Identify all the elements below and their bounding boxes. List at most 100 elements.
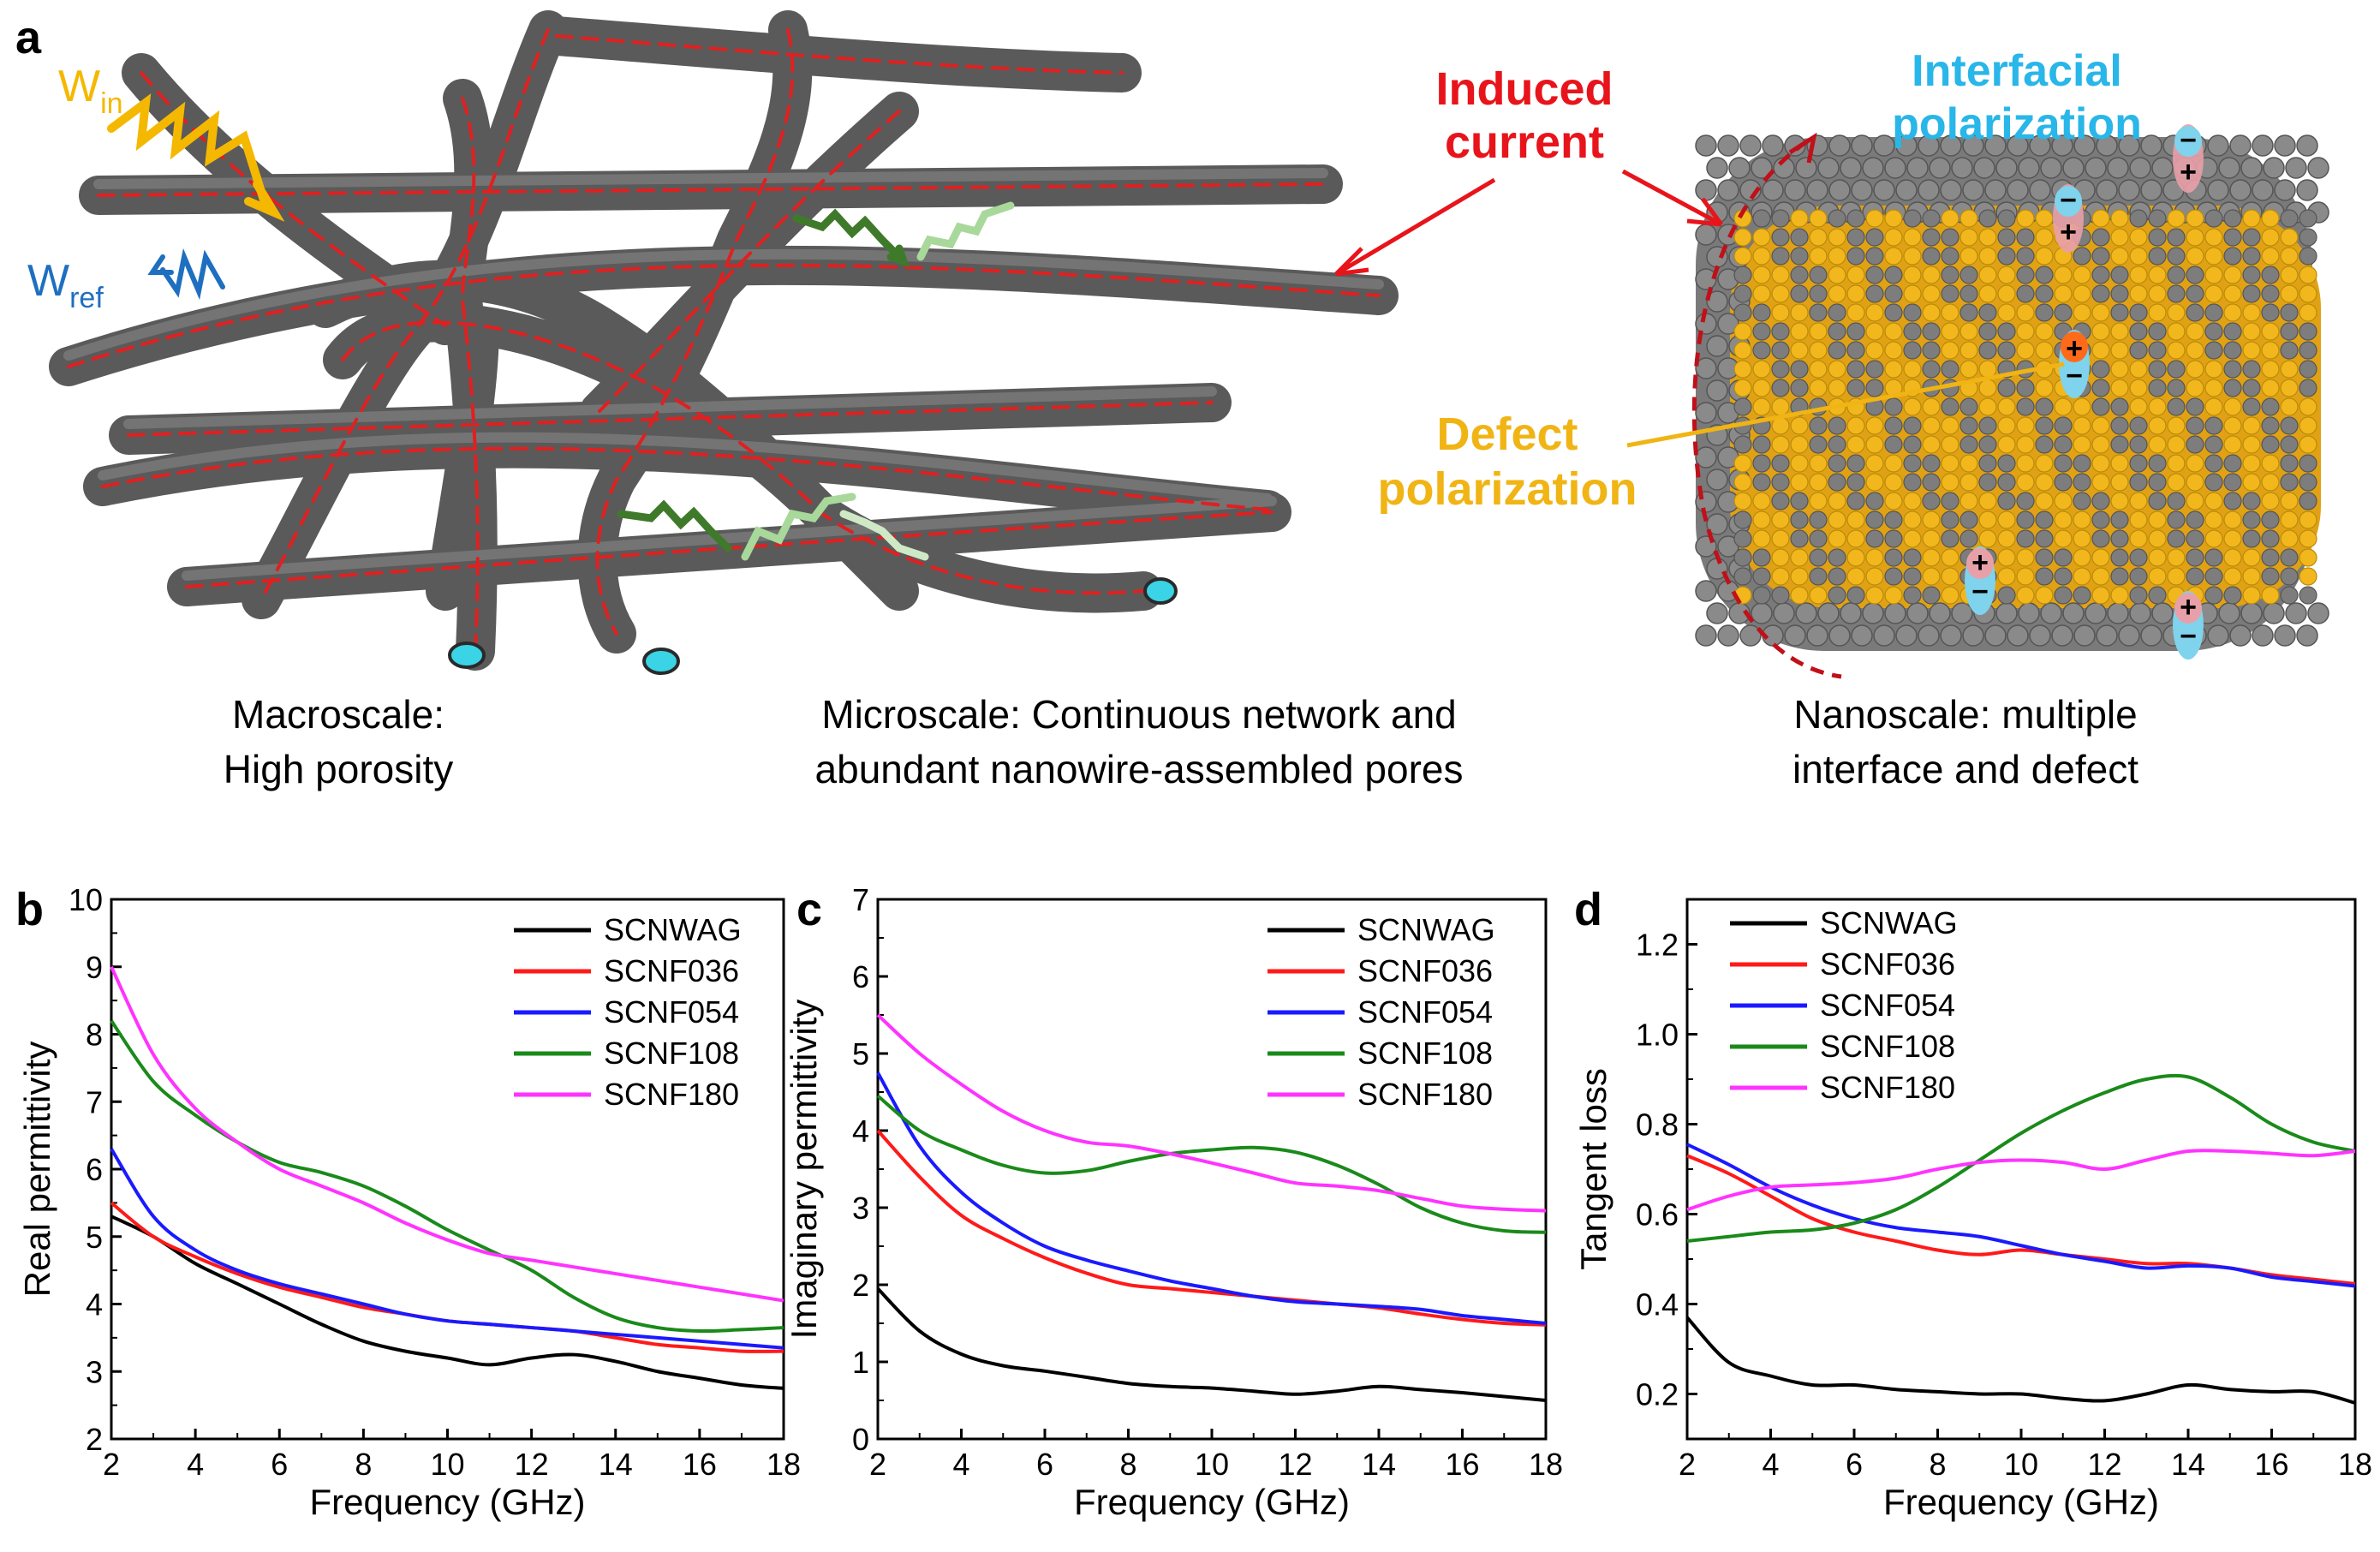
atom-gold	[2148, 266, 2167, 284]
atom-gray	[2242, 266, 2261, 284]
series-line-scnf180	[1686, 1149, 2356, 1212]
atom-gray	[1903, 435, 1922, 454]
atom-gold	[2242, 435, 2261, 454]
atom-gray	[1941, 228, 1959, 247]
y-tick-label: 1	[852, 1345, 869, 1380]
atom-gray	[2054, 303, 2073, 322]
atom-gold	[1941, 586, 1959, 605]
x-tick-label: 18	[1529, 1447, 1563, 1482]
atom-gray	[1884, 548, 1903, 567]
atom-gold	[1752, 510, 1771, 529]
atom-gold	[2091, 303, 2110, 322]
atom-gray	[1941, 266, 1959, 284]
atom-gray	[1865, 529, 1884, 548]
incident-wave-icon	[107, 93, 285, 222]
atom-gray	[1790, 529, 1809, 548]
atom-gray	[1784, 624, 1806, 647]
atom-gray	[2029, 134, 2051, 157]
atom-gold	[2261, 586, 2280, 605]
atom-gray	[1962, 624, 1984, 647]
x-tick-label: 10	[430, 1447, 464, 1482]
atom-gold	[1978, 492, 1997, 510]
atom-gray	[2035, 548, 2054, 567]
atom-gray	[1771, 586, 1790, 605]
atom-gray	[2299, 360, 2317, 379]
atom-gray	[1752, 435, 1771, 454]
atom-gray	[1959, 284, 1978, 303]
atom-gray	[2186, 416, 2204, 435]
atom-gold	[1733, 341, 1752, 360]
atom-gold	[1865, 322, 1884, 341]
atom-gray	[1895, 624, 1918, 647]
atom-gray	[2096, 624, 2118, 647]
atom-gold	[1733, 473, 1752, 492]
atom-gray	[1922, 492, 1941, 510]
atom-gold	[2242, 303, 2261, 322]
y-tick-label: 0.8	[1636, 1107, 1679, 1143]
y-axis-label: Real permittivity	[17, 1042, 57, 1298]
atom-gold	[2280, 228, 2299, 247]
svg-text:+: +	[2180, 156, 2197, 188]
atom-gold	[2167, 209, 2186, 228]
atom-gold	[2261, 360, 2280, 379]
atom-gold	[1884, 322, 1903, 341]
atom-gray	[2280, 303, 2299, 322]
atom-gray	[2091, 492, 2110, 510]
plot-frame	[1685, 898, 2357, 1441]
atom-gold	[2223, 397, 2242, 416]
atom-gold	[2110, 379, 2129, 397]
atom-gray	[1695, 580, 1717, 602]
atom-gray	[2299, 228, 2317, 247]
atom-gray	[1790, 492, 1809, 510]
svg-text:+: +	[2180, 591, 2197, 624]
atom-gray	[2107, 602, 2129, 624]
atom-gray	[1846, 360, 1865, 379]
atom-gray	[1733, 266, 1752, 284]
atom-gray	[2186, 567, 2204, 586]
atom-gold	[1884, 492, 1903, 510]
induced-arrowhead-icon	[1334, 247, 1369, 277]
atom-gray	[1790, 379, 1809, 397]
atom-gray	[2186, 284, 2204, 303]
atom-gray	[2040, 602, 2062, 624]
x-tick-label: 16	[683, 1447, 717, 1482]
internal-wave-icons	[617, 201, 1015, 561]
atom-gray	[1809, 416, 1828, 435]
atom-gold	[2129, 379, 2148, 397]
atom-gold	[2035, 454, 2054, 473]
atom-gray	[2204, 416, 2223, 435]
atom-gold	[2054, 492, 2073, 510]
atom-gray	[1828, 548, 1846, 567]
atom-gold	[2299, 529, 2317, 548]
atom-gray	[1884, 529, 1903, 548]
atom-gold	[1997, 510, 2016, 529]
atom-gold	[1884, 341, 1903, 360]
atom-gold	[1809, 379, 1828, 397]
y-tick-label: 8	[86, 1018, 103, 1053]
atom-gold	[1959, 473, 1978, 492]
atom-gray	[1922, 586, 1941, 605]
atom-gray	[2204, 473, 2223, 492]
atom-gold	[2167, 341, 2186, 360]
atom-gray	[2261, 435, 2280, 454]
atom-gray	[2091, 247, 2110, 266]
atom-gray	[1790, 228, 1809, 247]
atom-gold	[2110, 209, 2129, 228]
dipole-icon: +−	[1965, 546, 1995, 615]
atom-gray	[1784, 179, 1806, 201]
atom-gold	[2035, 209, 2054, 228]
atom-gold	[2148, 548, 2167, 567]
atom-gray	[2242, 247, 2261, 266]
atom-gold	[1752, 284, 1771, 303]
atom-gray	[1840, 602, 1862, 624]
atom-gold	[2129, 247, 2148, 266]
atom-gray	[2204, 435, 2223, 454]
atom-gray	[2252, 179, 2274, 201]
atom-gray	[1903, 209, 1922, 228]
atom-gold	[1997, 284, 2016, 303]
atom-gold	[2035, 247, 2054, 266]
atom-gray	[2223, 473, 2242, 492]
atom-gold	[2242, 209, 2261, 228]
atom-gray	[1728, 157, 1751, 179]
atom-gray	[2240, 602, 2263, 624]
